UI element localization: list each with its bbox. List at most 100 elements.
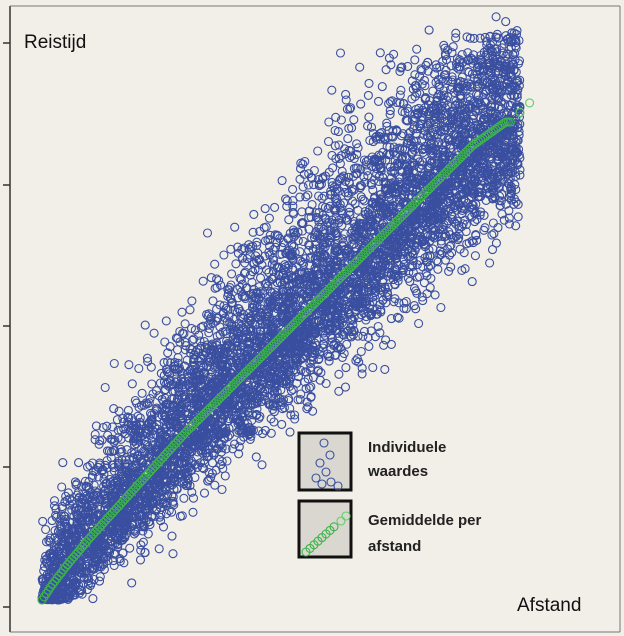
data-point: [215, 300, 225, 310]
data-point: [74, 493, 84, 503]
data-point: [129, 453, 139, 463]
data-point: [307, 352, 317, 362]
data-point: [457, 265, 467, 275]
data-point: [185, 481, 195, 491]
data-point: [417, 160, 427, 170]
data-point: [337, 318, 347, 328]
data-point: [493, 66, 503, 76]
data-point: [142, 353, 152, 363]
data-point: [217, 456, 227, 467]
data-point: [198, 321, 208, 331]
data-point: [305, 358, 315, 369]
data-point: [364, 78, 374, 88]
data-point: [97, 435, 107, 445]
data-point: [511, 67, 521, 77]
data-point: [253, 265, 264, 275]
data-point: [441, 65, 451, 75]
data-point: [234, 442, 244, 452]
data-point: [144, 449, 154, 459]
data-point: [424, 25, 434, 35]
data-point: [450, 187, 460, 197]
data-point: [355, 181, 365, 191]
data-point: [239, 243, 249, 253]
data-point: [412, 288, 422, 298]
data-point: [487, 245, 498, 255]
data-point: [167, 491, 177, 501]
data-point: [180, 469, 190, 479]
data-point: [378, 201, 388, 211]
data-point: [349, 115, 359, 125]
data-point: [164, 381, 174, 391]
data-point: [267, 317, 277, 327]
data-point: [80, 476, 90, 486]
data-point: [400, 233, 410, 243]
data-point: [302, 404, 312, 414]
data-point: [113, 540, 123, 550]
data-point: [386, 314, 396, 324]
data-point: [204, 328, 214, 338]
data-point: [242, 254, 252, 264]
data-point: [357, 369, 367, 379]
data-point: [491, 238, 501, 248]
data-point: [428, 148, 438, 158]
data-point: [346, 103, 356, 113]
data-point: [427, 143, 437, 153]
data-point: [513, 212, 523, 222]
data-point: [210, 259, 220, 269]
data-point: [204, 474, 214, 485]
data-point: [85, 460, 95, 471]
data-point: [202, 228, 213, 238]
data-point: [138, 537, 148, 547]
data-point: [277, 419, 287, 429]
data-point: [252, 331, 262, 342]
data-point: [300, 156, 310, 167]
data-point: [124, 360, 134, 370]
data-point: [304, 224, 314, 234]
data-point: [72, 479, 82, 489]
data-point: [298, 236, 308, 247]
data-point: [466, 102, 476, 112]
data-point: [264, 268, 274, 278]
data-point: [251, 373, 262, 383]
data-point: [185, 305, 195, 315]
data-point: [45, 533, 55, 543]
data-point: [296, 158, 306, 168]
data-point: [444, 266, 454, 276]
data-point: [495, 201, 505, 211]
data-point: [330, 141, 340, 151]
data-point: [509, 199, 519, 209]
data-point: [269, 407, 279, 417]
data-point: [499, 215, 509, 225]
data-point: [407, 147, 417, 157]
data-point: [384, 53, 394, 63]
data-point: [487, 46, 497, 56]
data-point: [303, 343, 313, 353]
data-point: [210, 480, 220, 490]
data-point: [265, 230, 275, 240]
data-point: [85, 580, 96, 591]
data-point: [430, 290, 440, 300]
data-point: [284, 364, 294, 374]
data-point: [239, 408, 249, 418]
data-point: [101, 484, 111, 494]
data-point: [114, 406, 124, 416]
data-point: [324, 167, 334, 177]
data-point: [200, 458, 210, 468]
data-point: [368, 185, 378, 195]
data-point: [422, 131, 432, 141]
data-point: [452, 62, 462, 72]
data-point: [226, 280, 236, 290]
data-point: [227, 269, 237, 279]
data-point: [306, 382, 316, 392]
data-point: [290, 410, 300, 420]
data-point: [108, 497, 118, 507]
data-point: [187, 296, 197, 306]
data-point: [264, 213, 274, 223]
data-point: [382, 121, 392, 131]
data-point: [141, 398, 151, 408]
data-point: [134, 363, 144, 374]
data-point: [188, 493, 199, 503]
data-point: [289, 228, 299, 238]
data-point: [60, 497, 70, 507]
data-point: [147, 379, 157, 389]
